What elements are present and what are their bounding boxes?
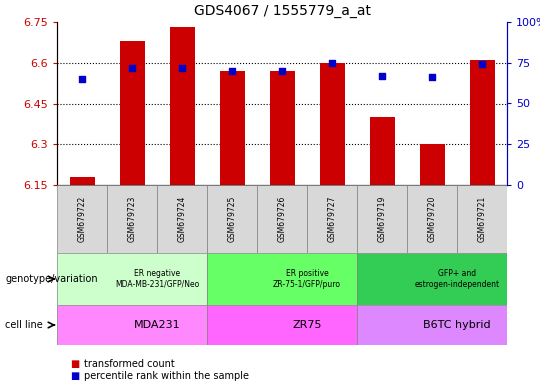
Bar (420, 144, 444, 185)
Bar (57, 185, 107, 253)
Text: ZR75: ZR75 (292, 320, 322, 330)
Text: percentile rank within the sample: percentile rank within the sample (84, 371, 249, 381)
Bar (107, 185, 157, 253)
Bar (57, 305, 207, 345)
Text: GSM679719: GSM679719 (377, 196, 387, 242)
Text: MDA231: MDA231 (134, 320, 180, 330)
Bar (157, 185, 207, 253)
Point (377, 73, 386, 79)
Text: ■: ■ (70, 371, 79, 381)
Text: ■: ■ (70, 359, 79, 369)
Bar (357, 305, 507, 345)
Bar (357, 253, 507, 305)
Text: cell line: cell line (5, 320, 43, 330)
Text: GSM679724: GSM679724 (178, 196, 186, 242)
Bar (219, 71, 245, 185)
Bar (70, 177, 94, 185)
Point (228, 68, 237, 74)
Text: GSM679721: GSM679721 (477, 196, 487, 242)
Bar (207, 305, 357, 345)
Bar (207, 253, 357, 305)
Bar (170, 27, 194, 185)
Point (178, 65, 186, 71)
Text: GFP+ and
estrogen-independent: GFP+ and estrogen-independent (414, 269, 500, 289)
Text: GSM679727: GSM679727 (327, 196, 336, 242)
Text: GSM679726: GSM679726 (278, 196, 287, 242)
Bar (469, 60, 495, 185)
Text: GSM679725: GSM679725 (227, 196, 237, 242)
Point (127, 65, 136, 71)
Bar (207, 185, 257, 253)
Text: ER negative
MDA-MB-231/GFP/Neo: ER negative MDA-MB-231/GFP/Neo (115, 269, 199, 289)
Text: genotype/variation: genotype/variation (5, 274, 98, 284)
Bar (257, 185, 307, 253)
Point (278, 68, 286, 74)
Text: transformed count: transformed count (84, 359, 174, 369)
Text: GSM679720: GSM679720 (428, 196, 436, 242)
Bar (119, 41, 145, 185)
Text: ER positive
ZR-75-1/GFP/puro: ER positive ZR-75-1/GFP/puro (273, 269, 341, 289)
Text: GSM679723: GSM679723 (127, 196, 137, 242)
Point (428, 74, 436, 81)
Text: B6TC hybrid: B6TC hybrid (423, 320, 491, 330)
Bar (57, 253, 207, 305)
Bar (320, 63, 345, 185)
Title: GDS4067 / 1555779_a_at: GDS4067 / 1555779_a_at (193, 4, 370, 18)
Bar (457, 185, 507, 253)
Text: GSM679722: GSM679722 (78, 196, 86, 242)
Bar (269, 71, 294, 185)
Point (328, 60, 336, 66)
Point (78, 76, 86, 82)
Bar (407, 185, 457, 253)
Bar (357, 185, 407, 253)
Point (478, 61, 487, 68)
Bar (369, 117, 395, 185)
Bar (307, 185, 357, 253)
